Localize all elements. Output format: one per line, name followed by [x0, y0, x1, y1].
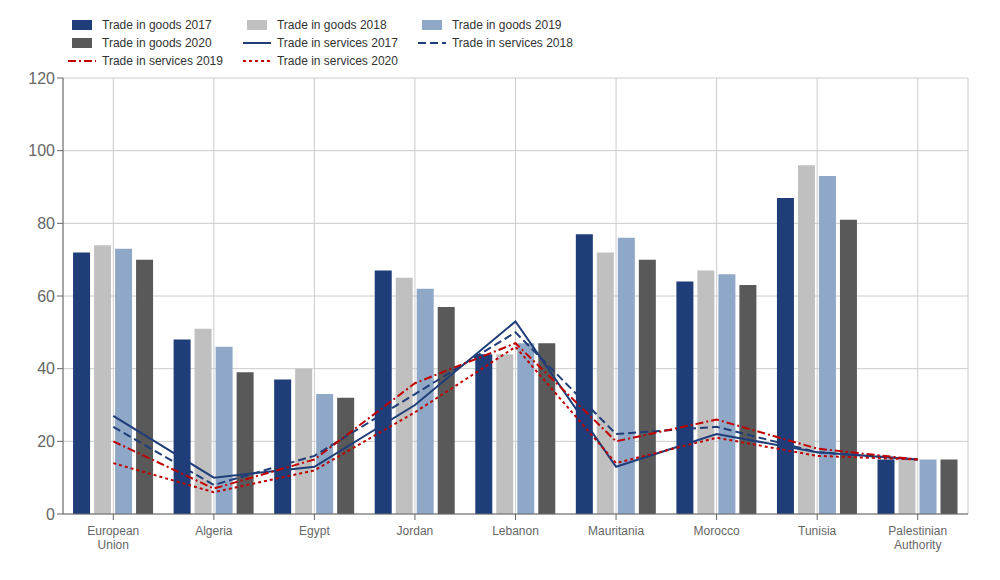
svg-text:100: 100 [28, 142, 55, 159]
html-text:Trade in goods 2017: Trade in goods 2017 [102, 18, 212, 32]
html-text:Trade in services 2020: Trade in services 2020 [277, 54, 398, 68]
html-text:Trade in goods 2018: Trade in goods 2018 [277, 18, 387, 32]
svg-text:60: 60 [37, 288, 55, 305]
html-text:Trade in services 2019: Trade in services 2019 [102, 54, 223, 68]
svg-text:Mauritania: Mauritania [588, 524, 644, 538]
svg-text:PalestinianAuthority: PalestinianAuthority [888, 524, 947, 552]
svg-text:Jordan: Jordan [397, 524, 434, 538]
html-text:Trade in services 2017: Trade in services 2017 [277, 36, 398, 50]
svg-text:Algeria: Algeria [195, 524, 233, 538]
html-text:Trade in services 2018: Trade in services 2018 [451, 36, 573, 50]
svg-text:120: 120 [28, 70, 55, 87]
html-text:Trade in goods 2019: Trade in goods 2019 [451, 18, 562, 32]
svg-text:40: 40 [37, 360, 55, 377]
svg-text:Tunisia: Tunisia [798, 524, 837, 538]
svg-text:0: 0 [46, 506, 55, 523]
svg-text:80: 80 [37, 215, 55, 232]
svg-text:20: 20 [37, 433, 55, 450]
svg-text:EuropeanUnion: EuropeanUnion [87, 524, 139, 552]
svg-text:Lebanon: Lebanon [492, 524, 539, 538]
svg-text:Morocco: Morocco [694, 524, 740, 538]
html-text:Trade in goods 2020: Trade in goods 2020 [102, 36, 212, 50]
svg-text:Egypt: Egypt [299, 524, 330, 538]
